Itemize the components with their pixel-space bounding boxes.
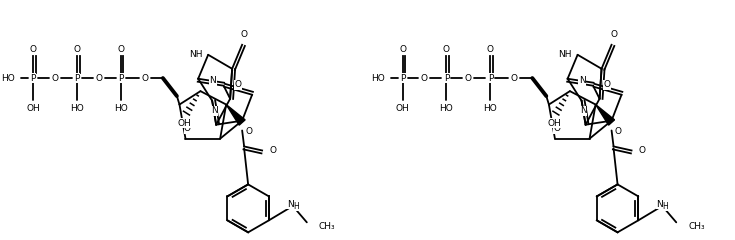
Text: N: N bbox=[579, 76, 586, 85]
Text: N: N bbox=[287, 200, 293, 209]
Polygon shape bbox=[595, 105, 614, 125]
Text: O: O bbox=[603, 80, 611, 89]
Text: O: O bbox=[487, 45, 494, 54]
Text: HO: HO bbox=[440, 103, 453, 113]
Text: O: O bbox=[443, 45, 450, 54]
Text: P: P bbox=[400, 74, 405, 83]
Text: HO: HO bbox=[370, 74, 384, 83]
Text: O: O bbox=[421, 74, 428, 83]
Text: O: O bbox=[141, 74, 148, 83]
Text: O: O bbox=[269, 146, 276, 155]
Text: OH: OH bbox=[178, 119, 191, 128]
Text: H: H bbox=[662, 202, 668, 211]
Text: N: N bbox=[209, 76, 216, 85]
Text: HO: HO bbox=[70, 103, 84, 113]
Text: O: O bbox=[245, 127, 252, 137]
Text: O: O bbox=[234, 80, 241, 89]
Text: N: N bbox=[211, 106, 218, 115]
Text: HO: HO bbox=[114, 103, 128, 113]
Text: O: O bbox=[96, 74, 102, 83]
Text: O: O bbox=[184, 124, 191, 133]
Text: NH: NH bbox=[189, 50, 202, 59]
Text: CH₃: CH₃ bbox=[319, 222, 335, 231]
Text: O: O bbox=[74, 45, 81, 54]
Text: OH: OH bbox=[395, 103, 409, 113]
Text: HO: HO bbox=[484, 103, 498, 113]
Text: OH: OH bbox=[547, 119, 561, 128]
Text: O: O bbox=[118, 45, 124, 54]
Text: O: O bbox=[51, 74, 59, 83]
Text: H: H bbox=[293, 202, 298, 211]
Text: NH: NH bbox=[558, 50, 572, 59]
Text: O: O bbox=[29, 45, 37, 54]
Text: O: O bbox=[639, 146, 645, 155]
Text: N: N bbox=[656, 200, 663, 209]
Text: HO: HO bbox=[1, 74, 15, 83]
Text: P: P bbox=[74, 74, 79, 83]
Text: O: O bbox=[465, 74, 472, 83]
Text: CH₃: CH₃ bbox=[688, 222, 705, 231]
Text: P: P bbox=[118, 74, 123, 83]
Text: O: O bbox=[240, 30, 248, 39]
Text: O: O bbox=[553, 124, 560, 133]
Text: O: O bbox=[614, 127, 622, 137]
Text: O: O bbox=[511, 74, 518, 83]
Text: P: P bbox=[488, 74, 493, 83]
Text: N: N bbox=[580, 106, 587, 115]
Text: O: O bbox=[610, 30, 617, 39]
Polygon shape bbox=[226, 105, 245, 125]
Text: O: O bbox=[399, 45, 406, 54]
Text: OH: OH bbox=[26, 103, 40, 113]
Text: P: P bbox=[30, 74, 36, 83]
Text: P: P bbox=[444, 74, 449, 83]
